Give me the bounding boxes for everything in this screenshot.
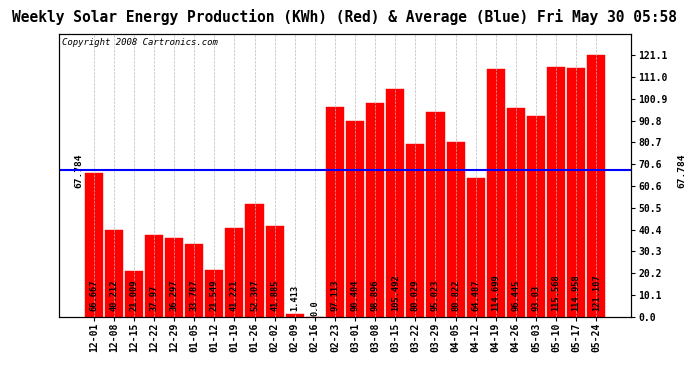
Bar bbox=[446, 142, 464, 317]
Text: 97.113: 97.113 bbox=[331, 280, 339, 312]
Bar bbox=[386, 89, 404, 317]
Text: 41.885: 41.885 bbox=[270, 280, 279, 312]
Bar bbox=[406, 144, 424, 317]
Bar bbox=[346, 122, 364, 317]
Text: 115.568: 115.568 bbox=[551, 275, 560, 312]
Text: 121.107: 121.107 bbox=[592, 275, 601, 312]
Text: 66.667: 66.667 bbox=[89, 280, 98, 312]
Text: 98.896: 98.896 bbox=[371, 280, 380, 312]
Text: 67.784: 67.784 bbox=[677, 153, 686, 188]
Bar bbox=[547, 67, 565, 317]
Text: 40.212: 40.212 bbox=[109, 280, 118, 312]
Bar bbox=[587, 55, 605, 317]
Text: Weekly Solar Energy Production (KWh) (Red) & Average (Blue) Fri May 30 05:58: Weekly Solar Energy Production (KWh) (Re… bbox=[12, 9, 678, 26]
Text: 114.958: 114.958 bbox=[572, 275, 581, 312]
Text: 37.97: 37.97 bbox=[150, 285, 159, 312]
Text: 80.822: 80.822 bbox=[451, 280, 460, 312]
Text: 41.221: 41.221 bbox=[230, 280, 239, 312]
Bar bbox=[426, 111, 444, 317]
Bar bbox=[206, 270, 224, 317]
Text: 36.297: 36.297 bbox=[170, 280, 179, 312]
Bar bbox=[105, 230, 123, 317]
Bar bbox=[326, 107, 344, 317]
Bar bbox=[85, 173, 103, 317]
Bar bbox=[286, 314, 304, 317]
Bar bbox=[486, 69, 505, 317]
Text: 93.03: 93.03 bbox=[531, 285, 540, 312]
Bar bbox=[466, 177, 484, 317]
Bar bbox=[226, 228, 244, 317]
Text: 114.699: 114.699 bbox=[491, 275, 500, 312]
Bar bbox=[185, 244, 204, 317]
Text: 90.404: 90.404 bbox=[351, 280, 359, 312]
Text: 33.787: 33.787 bbox=[190, 280, 199, 312]
Bar bbox=[246, 204, 264, 317]
Text: 67.784: 67.784 bbox=[75, 153, 83, 188]
Text: 21.009: 21.009 bbox=[130, 280, 139, 312]
Text: 0.0: 0.0 bbox=[310, 300, 319, 316]
Text: 95.023: 95.023 bbox=[431, 280, 440, 312]
Bar bbox=[165, 238, 183, 317]
Text: Copyright 2008 Cartronics.com: Copyright 2008 Cartronics.com bbox=[61, 38, 217, 47]
Bar bbox=[366, 103, 384, 317]
Text: 96.445: 96.445 bbox=[511, 280, 520, 312]
Text: 105.492: 105.492 bbox=[391, 275, 400, 312]
Text: 21.549: 21.549 bbox=[210, 280, 219, 312]
Bar bbox=[266, 226, 284, 317]
Text: 1.413: 1.413 bbox=[290, 285, 299, 312]
Bar bbox=[125, 272, 143, 317]
Text: 64.487: 64.487 bbox=[471, 280, 480, 312]
Text: 52.307: 52.307 bbox=[250, 280, 259, 312]
Bar bbox=[567, 68, 585, 317]
Bar bbox=[145, 235, 163, 317]
Text: 80.029: 80.029 bbox=[411, 280, 420, 312]
Bar bbox=[527, 116, 545, 317]
Bar bbox=[507, 108, 525, 317]
